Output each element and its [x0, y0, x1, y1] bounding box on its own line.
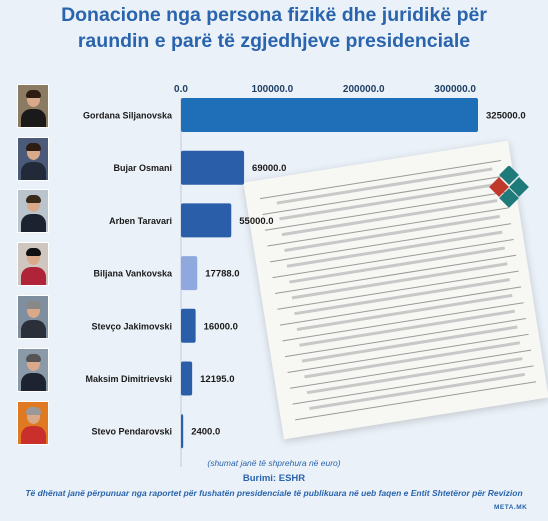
currency-note: (shumat janë të shprehura në euro): [207, 458, 341, 468]
value-label-4: 16000.0: [204, 321, 238, 332]
value-label-6: 2400.0: [191, 427, 220, 438]
source-label: Burimi: ESHR: [242, 473, 306, 484]
value-label-5: 12195.0: [200, 374, 234, 385]
bar-2: [181, 203, 232, 238]
x-tick-label-0: 0.0: [174, 84, 188, 95]
chart-title: Donacione nga persona fizikë dhe juridik…: [0, 2, 548, 54]
category-label-3: Biljana Vankovska: [93, 269, 173, 279]
category-label-0: Gordana Siljanovska: [83, 111, 173, 121]
x-tick-label-2: 200000.0: [343, 84, 385, 95]
bar-6: [181, 414, 184, 449]
candidate-photo-siljanovska: [17, 84, 49, 128]
candidate-photo-jakimovski: [17, 295, 49, 339]
category-label-1: Bujar Osmani: [113, 163, 172, 173]
chart-title-line-2: raundin e parë të zgjedhjeve presidencia…: [77, 30, 471, 52]
value-label-0: 325000.0: [486, 111, 526, 122]
x-tick-label-1: 100000.0: [252, 84, 294, 95]
candidate-photo-pendarovski: [17, 401, 49, 445]
bar-1: [181, 150, 245, 185]
x-tick-label-3: 300000.0: [434, 84, 476, 95]
bar-5: [181, 361, 193, 396]
category-label-2: Arben Taravari: [109, 216, 172, 226]
value-label-1: 69000.0: [252, 163, 286, 174]
category-label-5: Maksim Dimitrievski: [85, 374, 172, 384]
bar-0: [181, 98, 478, 132]
bars-group: [181, 98, 478, 449]
value-label-3: 17788.0: [205, 269, 239, 280]
candidate-photo-vankovska: [17, 242, 49, 286]
labels-group: Gordana Siljanovska 325000.0 Bujar Osmani 6…: [83, 111, 526, 438]
data-footnote: Të dhënat janë përpunuar nga raportet pë…: [25, 488, 523, 498]
candidate-photo-osmani: [17, 137, 49, 181]
category-label-4: Stevço Jakimovski: [91, 321, 172, 331]
candidate-photo-taravari: [17, 189, 49, 233]
category-label-6: Stevo Pendarovski: [91, 427, 172, 437]
candidate-photo-dimitrievski: [17, 348, 49, 392]
brand-label: META.MK: [494, 504, 528, 511]
bar-3: [181, 256, 198, 291]
bar-4: [181, 308, 196, 343]
portal-logo-icon: [489, 166, 529, 208]
value-label-2: 55000.0: [239, 216, 273, 227]
chart-title-line-1: Donacione nga persona fizikë dhe juridik…: [61, 4, 487, 26]
